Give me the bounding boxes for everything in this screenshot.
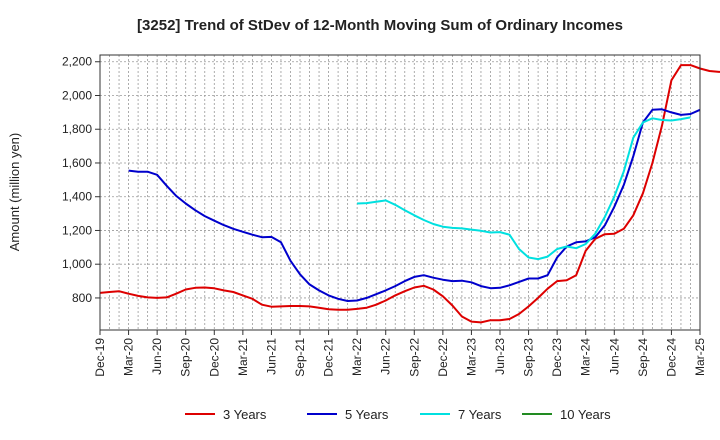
series-line-5-years	[128, 108, 701, 302]
series-layer	[99, 64, 720, 324]
y-tick-label: 1,800	[62, 122, 92, 136]
x-tick-label: Mar-22	[350, 338, 364, 376]
series-line-7-years	[357, 116, 691, 261]
legend-label: 3 Years	[223, 407, 267, 422]
plot-area-frame	[99, 54, 701, 331]
x-tick-label: Sep-20	[179, 338, 193, 377]
x-tick-label: Mar-25	[693, 338, 707, 376]
x-tick-label: Dec-20	[207, 338, 221, 377]
x-tick-label: Dec-23	[550, 338, 564, 377]
x-tick-label: Dec-22	[436, 338, 450, 377]
x-tick-label: Jun-21	[264, 338, 278, 375]
grid	[100, 55, 700, 330]
y-tick-label: 800	[72, 291, 92, 305]
x-axis-ticks: Dec-19 Mar-20 Jun-20 Sep-20 Dec-20 Mar-21 Jun-…	[93, 330, 707, 377]
x-tick-label: Mar-24	[579, 338, 593, 376]
y-tick-label: 1,200	[62, 223, 92, 237]
y-tick-label: 2,000	[62, 88, 92, 102]
x-tick-label: Mar-20	[122, 338, 136, 376]
x-tick-label: Sep-22	[407, 338, 421, 377]
x-tick-label: Jun-22	[379, 338, 393, 375]
legend-label: 5 Years	[345, 407, 389, 422]
x-tick-label: Dec-21	[322, 338, 336, 377]
legend-label: 10 Years	[560, 407, 611, 422]
x-tick-label: Sep-23	[522, 338, 536, 377]
y-tick-label: 2,200	[62, 55, 92, 69]
y-tick-label: 1,000	[62, 257, 92, 271]
x-tick-label: Dec-19	[93, 338, 107, 377]
x-tick-label: Jun-24	[607, 338, 621, 375]
y-axis-label: Amount (million yen)	[7, 133, 22, 252]
x-tick-label: Dec-24	[664, 338, 678, 377]
y-axis-ticks: 800 1,000 1,200 1,400 1,600 1,800 2,000 2,200	[62, 55, 100, 305]
y-tick-label: 1,400	[62, 190, 92, 204]
x-tick-label: Mar-21	[236, 338, 250, 376]
legend: 3 Years 5 Years 7 Years 10 Years	[185, 407, 611, 422]
legend-label: 7 Years	[458, 407, 502, 422]
x-tick-label: Jun-20	[150, 338, 164, 375]
x-tick-label: Sep-21	[293, 338, 307, 377]
chart-title: [3252] Trend of StDev of 12-Month Moving…	[137, 17, 623, 34]
series-line-3-years	[99, 64, 720, 324]
y-tick-label: 1,600	[62, 156, 92, 170]
x-tick-label: Sep-24	[636, 338, 650, 377]
x-tick-label: Jun-23	[493, 338, 507, 375]
x-tick-label: Mar-23	[464, 338, 478, 376]
